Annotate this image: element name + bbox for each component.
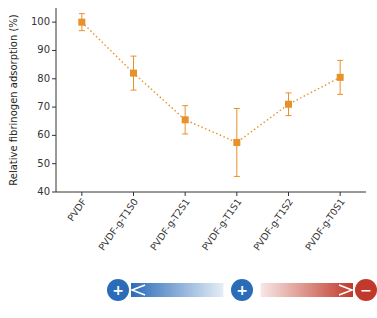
error-bar-cap: [79, 30, 85, 31]
blue-arrowhead: [132, 285, 145, 295]
error-bar-cap: [182, 133, 188, 134]
error-bar-cap: [182, 105, 188, 106]
y-tick: [52, 163, 56, 164]
x-tick-label: PVDF-g-T0S1: [303, 196, 347, 252]
error-bar-cap: [286, 115, 292, 116]
x-tick-label: PVDF-g-T1S1: [200, 196, 244, 252]
y-tick: [52, 50, 56, 51]
y-tick-label: 90: [37, 44, 50, 55]
annotation: +: [236, 282, 248, 298]
x-tick: [81, 192, 82, 196]
red-arrowhead: [339, 285, 352, 295]
y-tick: [52, 78, 56, 79]
marker: [337, 74, 344, 81]
x-tick: [185, 192, 186, 196]
y-tick-label: 80: [37, 73, 50, 84]
charge-circle: [107, 279, 129, 301]
plot-area: [78, 14, 343, 177]
axes: 40 50 60 70 80 90 100: [31, 8, 366, 197]
x-tick: [340, 192, 341, 196]
y-tick-label: 70: [37, 101, 50, 112]
charge-circle: [355, 279, 377, 301]
y-tick: [52, 22, 56, 23]
charge-circle: [231, 279, 253, 301]
y-tick-label: 50: [37, 158, 50, 169]
red-gradient: [261, 283, 353, 297]
arrow-diagram: + + −: [107, 279, 377, 301]
error-bar-cap: [337, 60, 343, 61]
marker: [78, 19, 85, 26]
marker: [182, 116, 189, 123]
error-bar: [182, 106, 188, 134]
error-bar-cap: [131, 56, 137, 57]
error-bar-cap: [79, 13, 85, 14]
y-tick: [52, 135, 56, 136]
error-bar: [337, 60, 343, 94]
error-bar: [79, 14, 85, 31]
y-axis-label: Relative fibrinogen adsorption (%): [8, 14, 19, 186]
x-tick-label: PVDF-g-T1S0: [96, 196, 140, 252]
error-bar-cap: [234, 176, 240, 177]
y-tick-label: 100: [31, 16, 50, 27]
x-axis-line: [56, 192, 366, 193]
x-tick-label: PVDF-g-T2S1: [148, 196, 192, 252]
error-bar-cap: [286, 92, 292, 93]
error-bar: [131, 56, 137, 90]
y-tick: [52, 107, 56, 108]
error-bar-cap: [131, 90, 137, 91]
error-bar-cap: [337, 94, 343, 95]
marker: [130, 70, 137, 77]
marker: [233, 139, 240, 146]
x-tick: [133, 192, 134, 196]
marker: [285, 101, 292, 108]
y-tick: [52, 192, 56, 193]
error-bar: [286, 93, 292, 116]
blue-gradient: [131, 283, 223, 297]
annotation: +: [112, 282, 124, 298]
y-tick-label: 60: [37, 129, 50, 140]
error-bar: [234, 108, 240, 176]
chart: 40 50 60 70 80 90 100 Relative fibrinogen adsor…: [0, 0, 377, 318]
x-tick-label: PVDF: [65, 196, 88, 223]
y-axis-line: [56, 8, 57, 192]
x-tick: [288, 192, 289, 196]
x-tick-label: PVDF-g-T1S2: [251, 196, 295, 252]
annotation: −: [360, 282, 372, 298]
y-tick-label: 40: [37, 186, 50, 197]
x-tick: [236, 192, 237, 196]
line: [82, 22, 340, 142]
error-bar-cap: [234, 108, 240, 109]
